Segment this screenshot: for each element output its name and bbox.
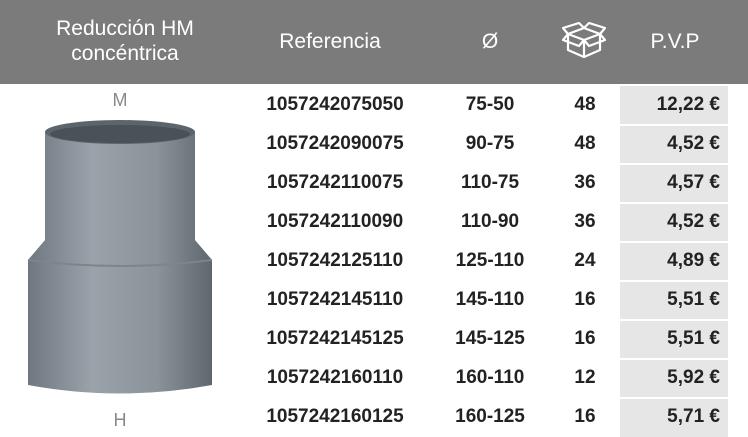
table-cell: 5,71 €: [667, 406, 720, 427]
row-separator: [245, 124, 728, 126]
table-cell: 36: [574, 211, 596, 232]
header: Reducción HM concéntrica Referencia Ø P.…: [0, 0, 748, 84]
table-cell: 16: [574, 328, 596, 349]
column-header: Ø: [481, 30, 499, 53]
table-cell: 16: [574, 289, 596, 310]
table-cell: 5,51 €: [667, 289, 720, 310]
row-separator: [245, 241, 728, 243]
table-cell: 48: [574, 133, 596, 154]
image-label: H: [113, 410, 127, 430]
table-cell: 5,51 €: [667, 328, 720, 349]
table-cell: 1057242075050: [266, 94, 404, 115]
table-cell: 4,52 €: [667, 211, 720, 232]
row-separator: [245, 397, 728, 399]
row-separator: [245, 319, 728, 321]
table-cell: 48: [574, 94, 596, 115]
row-separator: [245, 358, 728, 360]
table-cell: 90-75: [465, 133, 515, 154]
row-separator: [245, 163, 728, 165]
row-separator: [245, 280, 728, 282]
table-cell: 1057242160125: [266, 406, 404, 427]
table-cell: 160-125: [455, 406, 525, 427]
table-cell: 110-90: [460, 211, 520, 232]
column-header: P.V.P: [650, 30, 700, 53]
price-column: [620, 86, 728, 437]
table-cell: 110-75: [460, 172, 520, 193]
table-cell: 4,89 €: [667, 250, 720, 271]
table-cell: 160-110: [455, 367, 525, 388]
table-cell: 145-125: [455, 328, 525, 349]
product-image: [27, 120, 213, 394]
table-cell: 145-110: [455, 289, 525, 310]
header-title: Reducción HM concéntrica: [56, 17, 194, 65]
table-cell: 16: [574, 406, 596, 427]
table-cell: 75-50: [465, 94, 515, 115]
table-cell: 1057242145110: [266, 289, 404, 310]
table-cell: 1057242125110: [266, 250, 404, 271]
table-cell: 4,57 €: [667, 172, 720, 193]
table-cell: 1057242110075: [266, 172, 404, 193]
table-cell: 4,52 €: [667, 133, 720, 154]
table-cell: 1057242160110: [266, 367, 404, 388]
column-header: Referencia: [279, 30, 381, 53]
table-cell: 1057242110090: [266, 211, 404, 232]
table-cell: 1057242090075: [266, 133, 404, 154]
table-cell: 1057242145125: [266, 328, 404, 349]
table-cell: 125-110: [455, 250, 525, 271]
table-cell: 24: [574, 250, 596, 271]
table-cell: 5,92 €: [667, 367, 720, 388]
image-label: M: [112, 90, 128, 110]
row-separator: [245, 202, 728, 204]
table-cell: 36: [574, 172, 596, 193]
box-icon: [562, 22, 606, 59]
table-cell: 12: [574, 367, 596, 388]
table-cell: 12,22 €: [656, 94, 720, 115]
